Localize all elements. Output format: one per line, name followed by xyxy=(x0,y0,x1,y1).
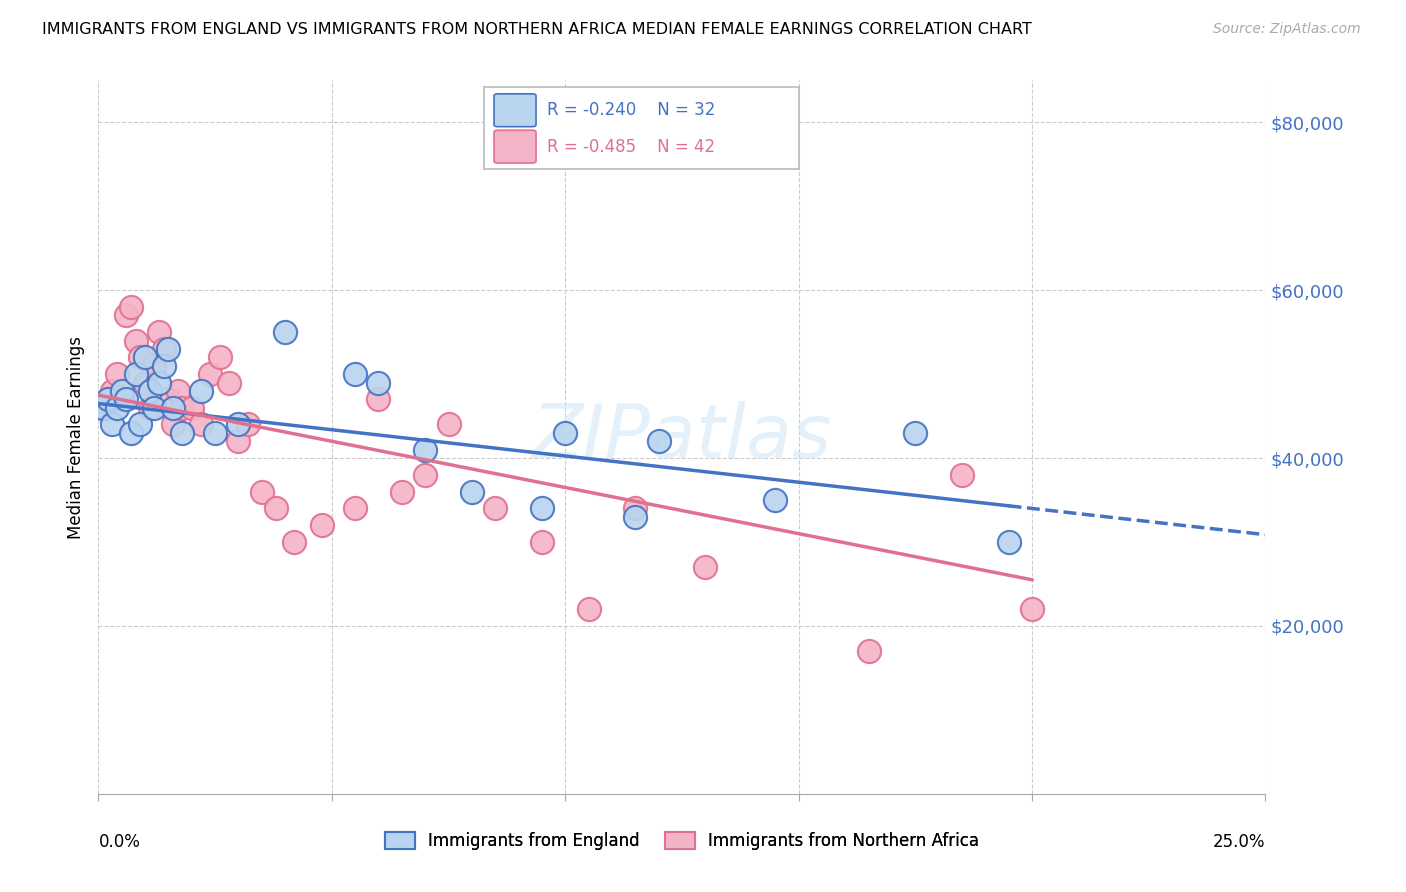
Point xyxy=(134,351,156,365)
Point xyxy=(624,501,647,516)
Point xyxy=(143,401,166,415)
Point xyxy=(344,501,367,516)
Point xyxy=(120,300,142,314)
Point xyxy=(148,325,170,339)
Point xyxy=(91,401,114,415)
Point xyxy=(120,425,142,440)
Text: 25.0%: 25.0% xyxy=(1213,833,1265,851)
Point xyxy=(218,376,240,390)
Point xyxy=(101,417,124,432)
Point xyxy=(264,501,287,516)
Point xyxy=(274,325,297,339)
Point xyxy=(115,392,138,407)
Point xyxy=(367,392,389,407)
Point xyxy=(695,560,717,574)
Point xyxy=(91,401,114,415)
Text: IMMIGRANTS FROM ENGLAND VS IMMIGRANTS FROM NORTHERN AFRICA MEDIAN FEMALE EARNING: IMMIGRANTS FROM ENGLAND VS IMMIGRANTS FR… xyxy=(42,22,1032,37)
Point xyxy=(180,401,202,415)
Point xyxy=(763,493,786,508)
Point xyxy=(139,401,162,415)
Point xyxy=(530,501,553,516)
Point xyxy=(152,342,174,356)
Point xyxy=(166,384,188,398)
Point xyxy=(997,535,1019,549)
Point xyxy=(311,518,333,533)
Point xyxy=(139,384,162,398)
Point xyxy=(97,392,120,407)
Point xyxy=(367,376,389,390)
Point xyxy=(105,367,128,381)
Point xyxy=(391,484,413,499)
Point xyxy=(283,535,305,549)
Point xyxy=(530,535,553,549)
Point xyxy=(115,309,138,323)
Point xyxy=(437,417,460,432)
Text: ZIPatlas: ZIPatlas xyxy=(531,401,832,473)
Point xyxy=(461,484,484,499)
Point xyxy=(624,509,647,524)
Point xyxy=(97,392,120,407)
Point xyxy=(134,376,156,390)
Text: R = -0.240    N = 32: R = -0.240 N = 32 xyxy=(547,102,714,120)
Point xyxy=(190,384,212,398)
Point xyxy=(554,425,576,440)
Point xyxy=(129,417,152,432)
Point xyxy=(152,359,174,373)
Point xyxy=(172,401,194,415)
Point xyxy=(950,467,973,482)
Point xyxy=(162,401,184,415)
Point xyxy=(200,367,222,381)
Y-axis label: Median Female Earnings: Median Female Earnings xyxy=(66,335,84,539)
Point xyxy=(101,384,124,398)
Point xyxy=(578,602,600,616)
Point xyxy=(344,367,367,381)
FancyBboxPatch shape xyxy=(494,94,536,127)
Point xyxy=(111,384,134,398)
Point xyxy=(129,351,152,365)
Point xyxy=(1021,602,1043,616)
Point xyxy=(148,376,170,390)
Point xyxy=(228,417,250,432)
Point xyxy=(413,467,436,482)
Text: 0.0%: 0.0% xyxy=(98,833,141,851)
FancyBboxPatch shape xyxy=(484,87,799,169)
FancyBboxPatch shape xyxy=(494,130,536,163)
Text: R = -0.485    N = 42: R = -0.485 N = 42 xyxy=(547,137,714,155)
Point xyxy=(143,359,166,373)
Point xyxy=(162,417,184,432)
Point xyxy=(250,484,273,499)
Point xyxy=(858,644,880,658)
Point xyxy=(208,351,231,365)
Point xyxy=(157,342,180,356)
Point xyxy=(125,367,148,381)
Point xyxy=(105,401,128,415)
Point xyxy=(125,334,148,348)
Point xyxy=(190,417,212,432)
Point xyxy=(111,392,134,407)
Legend: Immigrants from England, Immigrants from Northern Africa: Immigrants from England, Immigrants from… xyxy=(378,825,986,857)
Point xyxy=(413,442,436,457)
Point xyxy=(228,434,250,449)
Point xyxy=(236,417,259,432)
Point xyxy=(172,425,194,440)
Point xyxy=(904,425,927,440)
Point xyxy=(204,425,226,440)
Point xyxy=(484,501,506,516)
Text: Source: ZipAtlas.com: Source: ZipAtlas.com xyxy=(1213,22,1361,37)
Point xyxy=(647,434,669,449)
Point xyxy=(157,392,180,407)
